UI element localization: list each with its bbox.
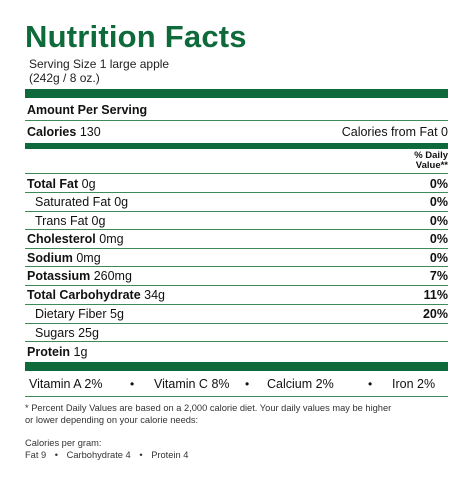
nutrient-amount: 25g <box>78 326 99 340</box>
nutrient-text: Saturated Fat 0g <box>35 193 128 211</box>
nutrient-daily-value: 0% <box>429 195 448 209</box>
daily-value-header-line2: Value** <box>415 160 448 171</box>
nutrient-text: Cholesterol 0mg <box>27 230 124 248</box>
nutrient-text: Potassium 260mg <box>27 267 132 285</box>
nutrient-daily-value: 0% <box>429 177 448 191</box>
nutrient-label: Saturated Fat <box>35 195 111 209</box>
divider <box>25 323 448 324</box>
nutrient-text: Trans Fat 0g <box>35 212 105 230</box>
thick-divider <box>25 362 448 371</box>
nutrient-amount: 34g <box>144 288 166 302</box>
nutrient-daily-value: 20% <box>422 307 448 321</box>
bullet-separator: • <box>54 450 59 460</box>
daily-value-header: % Daily Value** <box>414 151 448 171</box>
vitamin-value: 2% <box>84 377 103 391</box>
serving-size: Serving Size 1 large apple (242g / 8 oz.… <box>29 57 169 85</box>
vitamin-value: 2% <box>417 377 436 391</box>
nutrient-amount: 0mg <box>99 232 124 246</box>
label-title: Nutrition Facts <box>25 19 247 54</box>
divider <box>25 229 448 230</box>
nutrient-label: Sodium <box>27 251 73 265</box>
nutrient-label: Sugars <box>35 326 75 340</box>
daily-value-footnote: * Percent Daily Values are based on a 2,… <box>25 402 445 426</box>
thick-divider <box>25 89 448 98</box>
nutrient-amount: 260mg <box>93 269 132 283</box>
divider <box>25 341 448 342</box>
vitamin-a: Vitamin A 2% <box>29 376 102 392</box>
nutrient-amount: 0g <box>114 195 129 209</box>
nutrient-amount: 5g <box>110 307 124 321</box>
divider <box>25 211 448 212</box>
vitamin-c: Vitamin C 8% <box>154 376 230 392</box>
calories-per-gram-heading: Calories per gram: <box>25 438 102 448</box>
divider <box>25 396 448 397</box>
calories-label: Calories <box>27 125 77 139</box>
nutrient-text: Dietary Fiber 5g <box>35 305 124 323</box>
divider <box>25 120 448 121</box>
serving-size-line: Serving Size 1 large apple <box>29 57 170 71</box>
divider <box>25 192 448 193</box>
nutrient-label: Cholesterol <box>27 232 96 246</box>
bullet-separator: • <box>245 377 250 391</box>
bullet-separator: • <box>368 377 373 391</box>
footnote-line2: or lower depending on your calorie needs… <box>25 415 199 425</box>
nutrient-label: Dietary Fiber <box>35 307 107 321</box>
nutrient-text: Sugars 25g <box>35 324 99 342</box>
nutrient-label: Protein <box>27 345 71 359</box>
nutrient-amount: 0mg <box>76 251 101 265</box>
amount-per-serving-label: Amount Per Serving <box>27 103 148 117</box>
nutrient-daily-value: 11% <box>423 288 448 302</box>
nutrient-label: Total Fat <box>27 177 79 191</box>
footnote-line1: * Percent Daily Values are based on a 2,… <box>25 403 392 413</box>
vitamin-label: Vitamin A <box>29 377 81 391</box>
nutrient-amount: 0g <box>81 177 96 191</box>
nutrient-daily-value: 0% <box>429 232 448 246</box>
calories-from-fat: Calories from Fat 0 <box>341 125 448 139</box>
nutrient-daily-value: 0% <box>429 214 448 228</box>
nutrient-daily-value: 0% <box>429 251 448 265</box>
vitamin-label: Iron <box>392 377 414 391</box>
vitamin-label: Calcium <box>267 377 313 391</box>
divider <box>25 173 448 174</box>
vitamin-value: 8% <box>211 377 230 391</box>
daily-value-header-line1: % Daily <box>414 150 448 161</box>
calories-value: 130 <box>79 125 101 139</box>
nutrient-amount: 0g <box>91 214 106 228</box>
divider <box>25 248 448 249</box>
divider <box>25 266 448 267</box>
nutrient-text: Protein 1g <box>27 343 87 361</box>
bullet-separator: • <box>139 450 143 460</box>
calcium: Calcium 2% <box>267 376 334 392</box>
calories-per-gram-list: Fat 9 • Carbohydrate 4 • Protein 4 <box>25 449 194 461</box>
serving-weight-line: (242g / 8 oz.) <box>29 71 100 85</box>
nutrient-text: Total Fat 0g <box>27 175 96 193</box>
protein-per-gram: Protein 4 <box>151 450 189 460</box>
nutrient-label: Trans Fat <box>35 214 89 228</box>
nutrient-label: Potassium <box>27 269 91 283</box>
divider <box>25 304 448 305</box>
nutrient-text: Sodium 0mg <box>27 249 101 267</box>
vitamin-value: 2% <box>315 377 334 391</box>
bullet-separator: • <box>130 377 135 391</box>
carbohydrate-per-gram: Carbohydrate 4 <box>66 450 131 460</box>
divider <box>25 285 448 286</box>
medium-divider <box>25 143 448 149</box>
fat-per-gram: Fat 9 <box>25 450 47 460</box>
nutrient-text: Total Carbohydrate 34g <box>27 286 165 304</box>
nutrient-daily-value: 7% <box>429 269 448 283</box>
vitamin-label: Vitamin C <box>154 377 208 391</box>
nutrient-amount: 1g <box>73 345 88 359</box>
nutrient-label: Total Carbohydrate <box>27 288 141 302</box>
calories-text: Calories 130 <box>27 123 101 141</box>
iron: Iron 2% <box>392 376 435 392</box>
